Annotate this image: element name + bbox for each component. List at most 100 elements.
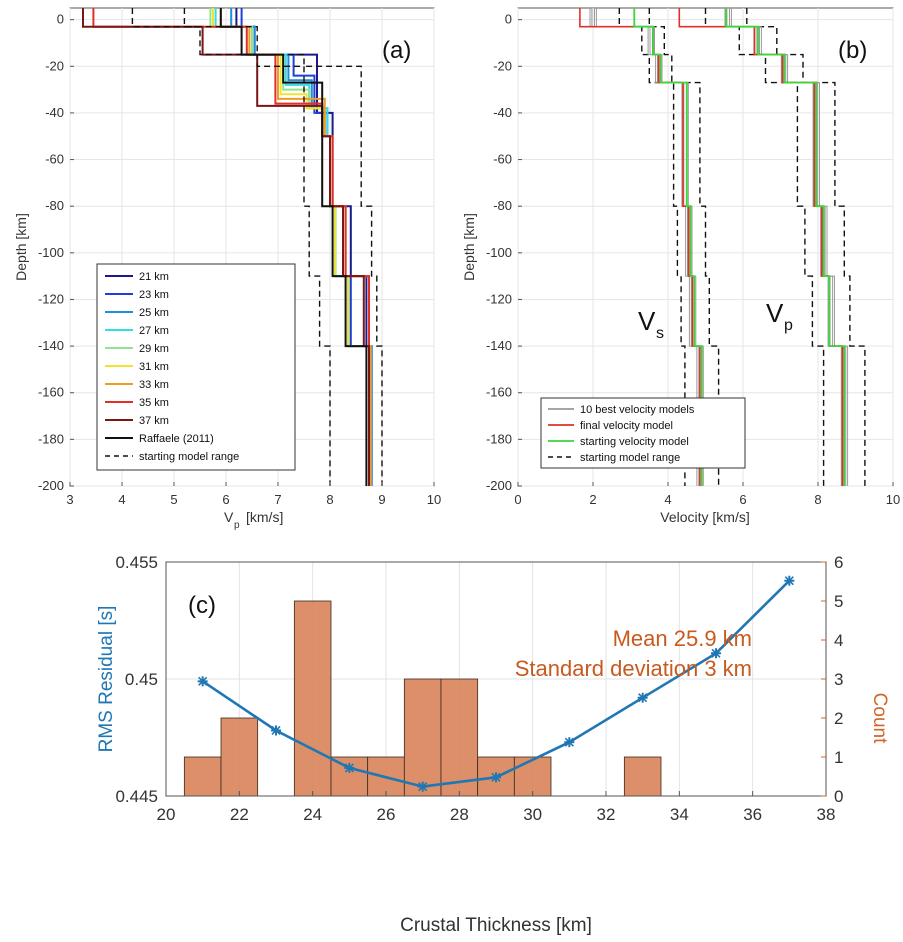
marker-stroke [418,782,428,792]
panel-c-xtick-label: 28 [450,805,469,824]
a-xtick-label: 10 [427,492,441,507]
panel-c-right-tick-label: 6 [834,553,843,572]
marker-stroke [711,648,721,658]
panel-c-xtick-label: 26 [377,805,396,824]
a-ytick-label: -140 [38,338,64,353]
rms-residual-marker [197,676,208,687]
panel-b-ticks: 0 2 4 6 8 10 0 -20 -40 -60 -80 -100 -120 -140 -160 -180… [486,12,900,507]
panel-c-label: (c) [188,592,216,619]
rms-residual-marker [491,772,501,783]
panel-a-xlabel-unit: [km/s] [246,509,283,525]
panel-c-xtick-label: 22 [230,805,249,824]
a-ytick-label: -100 [38,245,64,260]
a-xtick-label: 3 [66,492,73,507]
panel-b-best-model-line [729,8,847,486]
marker-stroke [271,725,281,736]
panel-b-legend-entry: final velocity model [580,420,673,432]
panel-a-legend-entry: starting model range [139,451,239,463]
histogram-bar [220,717,259,797]
panel-b-best-model-line [730,8,849,486]
panel-a-series-line [183,8,383,486]
panel-b-legend-box [540,397,746,469]
panel-a-legend-entry: 23 km [139,289,169,301]
a-ytick-label: -120 [38,291,64,306]
a-ytick-label: -200 [38,478,64,493]
panel-a-legend-entry: 25 km [139,307,169,319]
b-ytick-label: 0 [505,12,512,27]
panel-c-left-tick-label: 0.45 [125,670,158,689]
a-xtick-label: 5 [170,492,177,507]
panel-b-range-line [618,8,686,486]
histogram-bar [330,756,369,797]
panel-b-legend-entry: starting model range [580,452,680,464]
b-xtick-label: 10 [886,492,900,507]
histogram-bar [293,600,332,797]
panel-a-legend-entry: Raffaele (2011) [139,433,214,445]
rms-residual-marker [637,692,648,703]
panel-c-xtick-label: 20 [157,805,176,824]
vs-label-sub: s [656,325,664,342]
b-ytick-label: -180 [486,431,512,446]
a-ytick-label: -20 [45,58,64,73]
rms-residual-marker [564,737,575,748]
rms-residual-marker [271,725,281,736]
b-ytick-label: -60 [493,152,512,167]
panel-c-right-tick-label: 3 [834,670,843,689]
vp-label-main: V [766,298,784,328]
panel-c-xtick-label: 24 [303,805,322,824]
marker-stroke [564,737,574,747]
panel-b-start-vs-line [633,8,703,486]
panel-a-legend-entry: 27 km [139,325,169,337]
panel-c-right-tick-label: 0 [834,787,843,806]
vp-label-sub: p [784,317,793,334]
rms-residual-marker [711,648,721,659]
b-xtick-label: 4 [664,492,671,507]
panel-c-right-tick-label: 1 [834,748,843,767]
panel-b-range-line [746,8,866,486]
panel-a-xlabel-sub: p [234,520,240,531]
panel-a-ticks: 3 4 5 6 7 8 9 10 0 -20 -40 -60 -80 -100 -120 -140 -160 -1… [38,12,441,507]
a-ytick-label: -160 [38,385,64,400]
panel-c-xtick-label: 32 [597,805,616,824]
histogram-bar [513,756,552,797]
panel-a-lines [82,8,383,486]
panel-a-legend-entry: 35 km [139,397,169,409]
panel-b-legend-entry: starting velocity model [580,436,689,448]
b-ytick-label: -200 [486,478,512,493]
panel-a: 3 4 5 6 7 8 9 10 0 -20 -40 -60 -80 -100 -120 -140 -160 -1… [13,7,441,531]
panel-a-legend-entry: 29 km [139,343,169,355]
panel-b-xlabel: Velocity [km/s] [660,509,749,525]
vs-label-main: V [638,306,656,336]
panel-c-left-tick-label: 0.455 [115,553,158,572]
panel-b-legend: 10 best velocity models final velocity mo… [540,397,746,469]
panel-c-rms-line [197,575,795,792]
panel-b-legend-entry: 10 best velocity models [580,404,695,416]
panel-a-series-line [131,8,331,486]
panel-a-series-line [82,8,370,486]
rms-residual-marker [417,781,428,792]
a-xtick-label: 9 [378,492,385,507]
panel-c-xtick-label: 30 [523,805,542,824]
a-ytick-label: -80 [45,198,64,213]
panel-b: 0 2 4 6 8 10 0 -20 -40 -60 -80 -100 -120 -140 -160 -180… [461,7,900,525]
a-xtick-label: 8 [326,492,333,507]
panel-c-right-tick-label: 2 [834,709,843,728]
panel-c-histogram [183,600,662,797]
panel-a-label: (a) [382,37,411,64]
b-ytick-label: -40 [493,105,512,120]
panel-b-label: (b) [838,37,867,64]
a-xtick-label: 6 [222,492,229,507]
panel-c-xtick-label: 36 [743,805,762,824]
panel-b-ylabel: Depth [km] [461,213,477,281]
b-xtick-label: 8 [814,492,821,507]
b-xtick-label: 0 [514,492,521,507]
panel-c-ticks: 20 22 24 26 28 30 32 34 36 380.4450.450.455012345… [115,553,843,824]
histogram-bar [623,756,662,797]
marker-stroke [344,763,354,773]
panel-a-series-line [219,8,368,486]
rms-residual-line [201,579,791,788]
panel-b-start-vp-line [725,8,846,486]
panel-a-legend: 21 km 23 km 25 km 27 km 29 km 31 km 33 km 35 km… [96,263,296,471]
a-ytick-label: -40 [45,105,64,120]
